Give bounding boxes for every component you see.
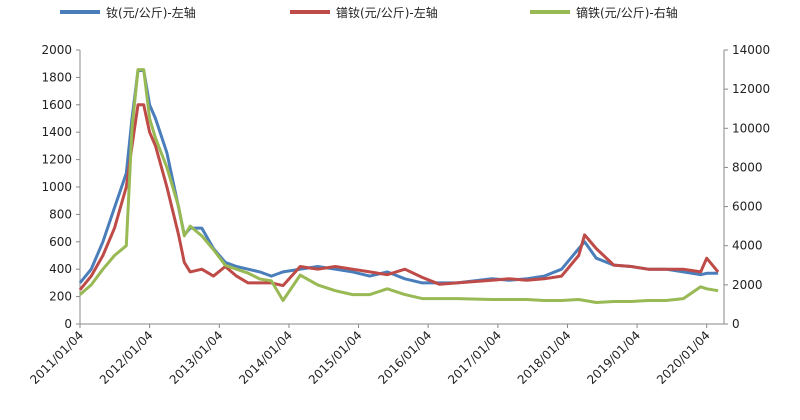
y2-tick-label: 14000	[732, 43, 770, 57]
y2-tick-label: 4000	[732, 239, 763, 253]
y-tick-label: 800	[49, 207, 72, 221]
y2-tick-label: 0	[732, 317, 740, 331]
series-line	[78, 69, 719, 285]
x-tick-label: 2019/01/04	[584, 328, 643, 387]
y2-tick-label: 10000	[732, 121, 770, 135]
x-tick-label: 2017/01/04	[445, 328, 504, 387]
legend-label: 钕(元/公斤)-左轴	[106, 5, 196, 20]
y-tick-label: 600	[49, 235, 72, 249]
x-tick-label: 2013/01/04	[167, 328, 226, 387]
y-tick-label: 400	[49, 262, 72, 276]
legend-label: 镝铁(元/公斤)-右轴	[576, 5, 678, 20]
y-tick-label: 1400	[41, 125, 72, 139]
y2-tick-label: 12000	[732, 82, 770, 96]
x-tick-label: 2011/01/04	[27, 328, 86, 387]
x-tick-label: 2018/01/04	[515, 328, 574, 387]
y-tick-label: 200	[49, 290, 72, 304]
series-line	[79, 68, 719, 304]
legend-label: 镨钕(元/公斤)-左轴	[336, 5, 438, 20]
y-tick-label: 1000	[41, 180, 72, 194]
y-tick-label: 1600	[41, 98, 72, 112]
y-tick-label: 1800	[41, 70, 72, 84]
series-line	[78, 103, 720, 291]
y2-tick-label: 8000	[732, 160, 763, 174]
x-tick-label: 2015/01/04	[306, 328, 365, 387]
x-tick-label: 2014/01/04	[236, 328, 295, 387]
y2-tick-label: 6000	[732, 200, 763, 214]
y-tick-label: 0	[64, 317, 72, 331]
y-tick-label: 2000	[41, 43, 72, 57]
x-tick-label: 2016/01/04	[375, 328, 434, 387]
y-tick-label: 1200	[41, 153, 72, 167]
x-tick-label: 2020/01/04	[654, 328, 713, 387]
y2-tick-label: 2000	[732, 278, 763, 292]
x-tick-label: 2012/01/04	[97, 328, 156, 387]
